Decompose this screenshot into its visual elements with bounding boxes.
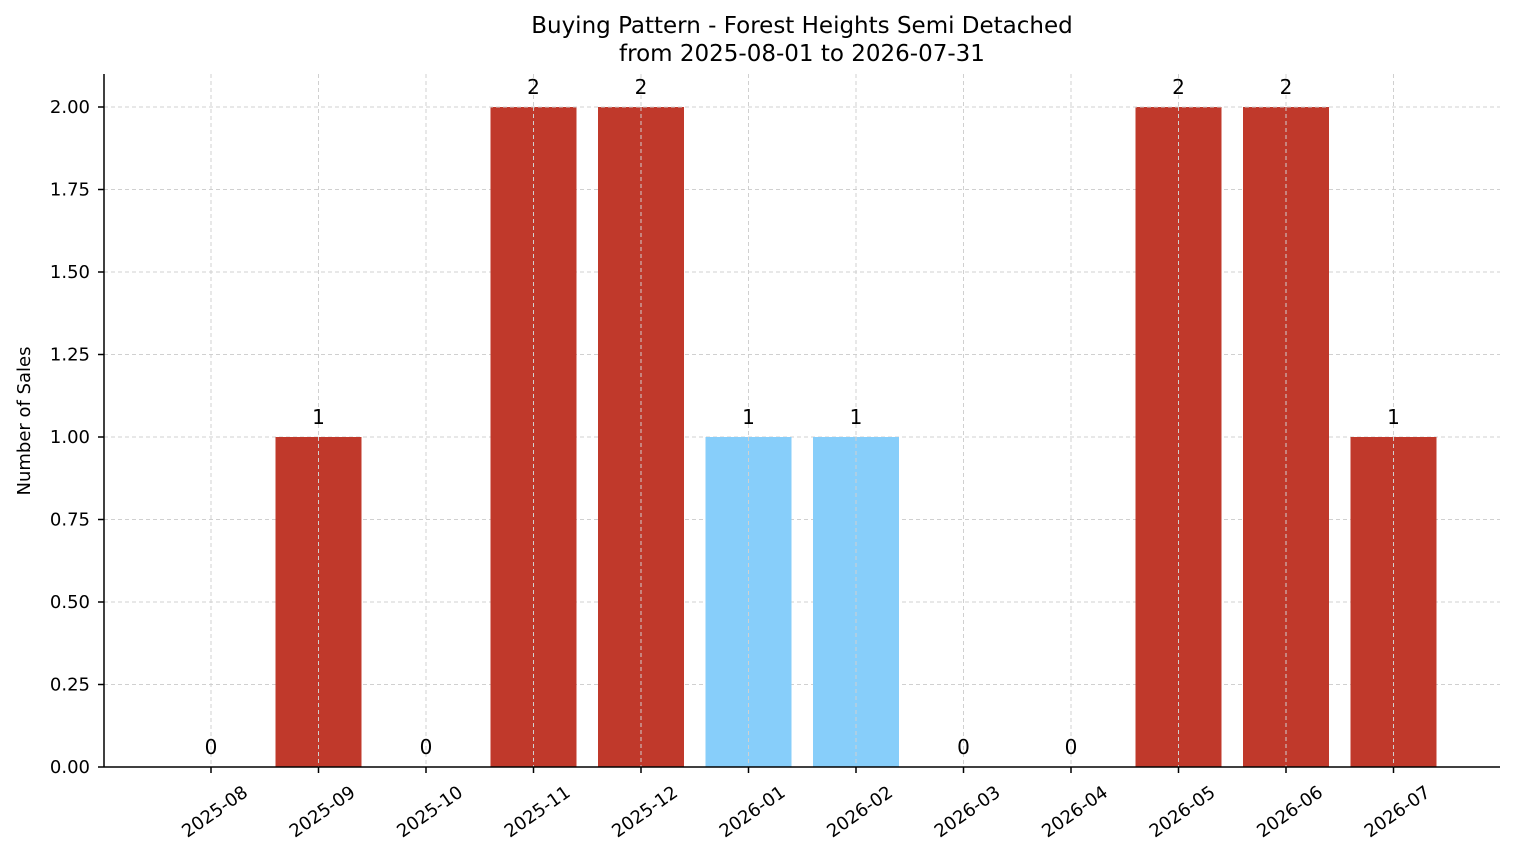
data-label-2026-06: 2 <box>1280 75 1293 99</box>
x-tick-label: 2026-07 <box>1361 782 1435 842</box>
y-tick-label: 0.50 <box>50 592 90 613</box>
data-label-2025-08: 0 <box>205 735 218 759</box>
x-tick-label: 2026-03 <box>931 782 1005 842</box>
x-tick-label: 2026-05 <box>1146 782 1220 842</box>
data-label-2026-03: 0 <box>957 735 970 759</box>
x-tick-label: 2025-08 <box>178 782 252 842</box>
y-tick-label: 2.00 <box>50 97 90 118</box>
data-label-2026-01: 1 <box>742 405 755 429</box>
y-tick-label: 1.25 <box>50 345 90 366</box>
data-label-2026-07: 1 <box>1387 405 1400 429</box>
x-tick-label: 2026-01 <box>716 782 790 842</box>
y-tick-label: 1.75 <box>50 180 90 201</box>
data-label-2025-10: 0 <box>420 735 433 759</box>
x-tick-label: 2026-02 <box>823 782 897 842</box>
chart-subtitle: from 2025-08-01 to 2026-07-31 <box>619 41 985 67</box>
x-tick-label: 2025-12 <box>608 782 682 842</box>
data-labels: 0 1 0 2 2 1 1 0 0 2 2 1 <box>104 75 1500 767</box>
y-ticks: 0.00 0.25 0.50 0.75 1.00 1.25 1.50 1.75 2.00 <box>50 97 104 778</box>
x-tick-label: 2025-11 <box>501 782 575 842</box>
y-tick-label: 0.25 <box>50 675 90 696</box>
data-label-2025-11: 2 <box>527 75 540 99</box>
y-tick-label: 1.00 <box>50 427 90 448</box>
data-label-2026-02: 1 <box>850 405 863 429</box>
x-tick-label: 2025-10 <box>393 782 467 842</box>
y-tick-label: 0.75 <box>50 510 90 531</box>
x-tick-label: 2026-04 <box>1038 782 1112 842</box>
x-ticks: 2025-08 2025-09 2025-10 2025-11 2025-12 2026-… <box>178 767 1434 842</box>
data-label-2025-09: 1 <box>312 405 325 429</box>
data-label-2026-04: 0 <box>1065 735 1078 759</box>
y-tick-label: 1.50 <box>50 262 90 283</box>
data-label-2025-12: 2 <box>635 75 648 99</box>
x-tick-label: 2026-06 <box>1253 782 1327 842</box>
x-tick-label: 2025-09 <box>286 782 360 842</box>
y-tick-label: 0.00 <box>50 757 90 778</box>
y-axis-label: Number of Sales <box>14 346 35 495</box>
chart-title: Buying Pattern - Forest Heights Semi Det… <box>531 13 1073 39</box>
data-label-2026-05: 2 <box>1172 75 1185 99</box>
